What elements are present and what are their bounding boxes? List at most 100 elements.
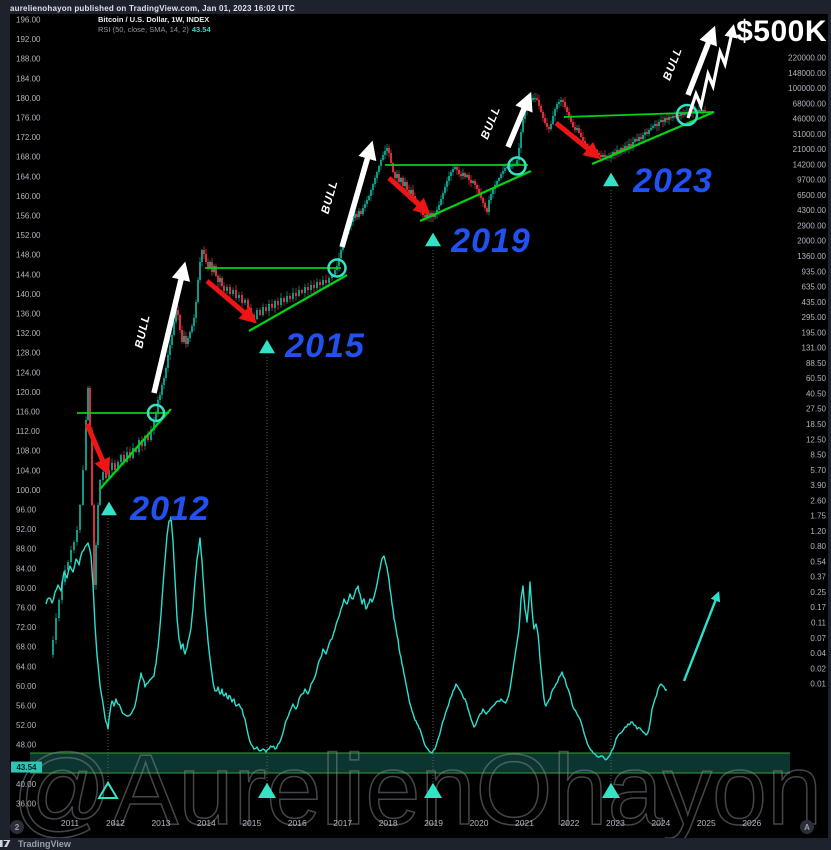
time-scale[interactable]: 2011 2012 2013 2014 2015 2016 2017 2018 2019 2020… — [61, 818, 762, 828]
time-axis-label: 2016 — [288, 818, 307, 828]
rsi-value-badge — [11, 761, 42, 773]
left-axis-tick: 72.00 — [16, 623, 37, 632]
right-axis-tick: 8.50 — [810, 451, 826, 460]
time-axis-label: 2019 — [424, 818, 443, 828]
rsi-scale-left[interactable]: 196.00 192.00 188.00 184.00 180.00 176.00 172.… — [11, 16, 42, 809]
cycle-year-label: 2015 — [284, 327, 365, 365]
left-axis-tick: 104.00 — [16, 466, 41, 475]
bull-label: BULL — [320, 179, 341, 216]
time-axis-label: 2022 — [560, 818, 579, 828]
right-axis-tick: 100000.00 — [788, 84, 826, 93]
right-axis-tick: 0.80 — [810, 542, 826, 551]
watermark: @AurelienOhayon — [11, 733, 823, 847]
right-axis-tick: 935.00 — [802, 267, 827, 276]
bull-arrow — [685, 25, 717, 97]
publish-info-bar: aurelienohayon published on TradingView.… — [0, 0, 831, 14]
red-correction-arrow — [387, 176, 431, 216]
right-axis-tick: 1360.00 — [797, 252, 826, 261]
right-axis-tick: 68000.00 — [793, 99, 827, 108]
right-axis-tick: 18.50 — [806, 420, 827, 429]
cycle-triangle-marker — [259, 339, 275, 354]
right-axis-tick: 14200.00 — [793, 160, 827, 169]
rsi-value-badge-text: 43.54 — [16, 763, 37, 772]
bull-arrow — [151, 261, 191, 394]
pane-badge-2-button[interactable]: 2 — [10, 820, 24, 834]
auto-scale-button[interactable]: A — [800, 820, 814, 834]
left-axis-tick: 164.00 — [16, 172, 41, 181]
left-axis-tick: 196.00 — [16, 16, 41, 25]
left-axis-tick: 148.00 — [16, 251, 41, 260]
right-axis-tick: 0.37 — [810, 573, 826, 582]
left-axis-tick: 120.00 — [16, 388, 41, 397]
right-axis-tick: 27.50 — [806, 405, 827, 414]
right-axis-tick: 2.60 — [810, 496, 826, 505]
right-axis-tick: 0.02 — [810, 664, 826, 673]
zigzag-projection — [686, 24, 738, 119]
right-axis-tick: 1.20 — [810, 527, 826, 536]
cycle-triangle-marker — [602, 782, 620, 799]
left-axis-tick: 188.00 — [16, 55, 41, 64]
tradingview-logo[interactable]: TradingView — [0, 839, 71, 849]
rsi-projection — [682, 591, 721, 682]
cycle-triangle-marker — [603, 172, 619, 187]
right-axis-tick: 0.25 — [810, 588, 826, 597]
left-axis-tick: 36.00 — [16, 800, 37, 809]
bull-arrow — [505, 91, 533, 149]
bottom-toolbar: TradingView — [0, 838, 831, 850]
left-axis-tick: 52.00 — [16, 721, 37, 730]
publish-info-text: aurelienohayon published on TradingView.… — [10, 4, 296, 13]
time-axis-label: 2023 — [606, 818, 625, 828]
time-axis-label: 2026 — [742, 818, 761, 828]
left-axis-tick: 140.00 — [16, 290, 41, 299]
left-axis-tick: 64.00 — [16, 662, 37, 671]
left-axis-tick: 128.00 — [16, 349, 41, 358]
time-axis-label: 2011 — [61, 818, 80, 828]
left-axis-tick: 92.00 — [16, 525, 37, 534]
right-axis-tick: 46000.00 — [793, 115, 827, 124]
right-axis-tick: 0.17 — [810, 603, 826, 612]
left-axis-tick: 80.00 — [16, 584, 37, 593]
price-scale-right[interactable]: 220000.00 148000.00 100000.00 68000.00 46000… — [788, 54, 826, 689]
rsi-oversold-band — [30, 752, 790, 774]
left-axis-tick: 176.00 — [16, 114, 41, 123]
left-axis-tick: 160.00 — [16, 192, 41, 201]
breakout-circle — [675, 103, 699, 127]
time-axis-label: 2013 — [151, 818, 170, 828]
time-axis-label: 2015 — [242, 818, 261, 828]
left-axis-tick: 172.00 — [16, 133, 41, 142]
left-axis-tick: 56.00 — [16, 702, 37, 711]
cycle-year-label: 2012 — [129, 490, 210, 528]
right-axis-tick: 0.04 — [810, 649, 826, 658]
rsi-projection-arrow — [682, 591, 721, 682]
support-trendline — [99, 408, 172, 490]
left-axis-tick: 156.00 — [16, 212, 41, 221]
left-frame-strip — [0, 14, 10, 838]
right-axis-tick: 9700.00 — [797, 176, 826, 185]
time-axis-label: 2017 — [333, 818, 352, 828]
support-trendline — [248, 274, 348, 332]
left-axis-tick: 76.00 — [16, 604, 37, 613]
chart-legend: Bitcoin / U.S. Dollar, 1W, INDEX RSI (50… — [98, 15, 211, 34]
time-axis-label: 2024 — [651, 818, 670, 828]
left-axis-tick: 60.00 — [16, 682, 37, 691]
left-axis-tick: 96.00 — [16, 506, 37, 515]
correction-arrows — [84, 121, 601, 476]
accumulation-patterns — [77, 103, 715, 490]
right-axis-tick: 40.50 — [806, 389, 827, 398]
cycle-triangle-marker — [425, 232, 441, 247]
right-axis-tick: 635.00 — [802, 283, 827, 292]
right-axis-tick: 0.07 — [810, 634, 826, 643]
breakout-circle — [146, 403, 166, 423]
cycle-year-labels: 2012 2015 2019 2023 — [101, 162, 712, 528]
left-axis-tick: 116.00 — [16, 408, 40, 417]
indicator-value: 43.54 — [191, 25, 211, 34]
watermark-text: @AurelienOhayon — [12, 734, 822, 846]
left-axis-tick: 136.00 — [16, 310, 41, 319]
support-trendline — [419, 169, 532, 223]
time-axis-label: 2021 — [515, 818, 534, 828]
time-axis-label: 2020 — [470, 818, 489, 828]
right-axis-tick: 60.50 — [806, 374, 827, 383]
left-axis-tick: 108.00 — [16, 447, 41, 456]
zigzag-projection-arrow — [686, 24, 738, 119]
